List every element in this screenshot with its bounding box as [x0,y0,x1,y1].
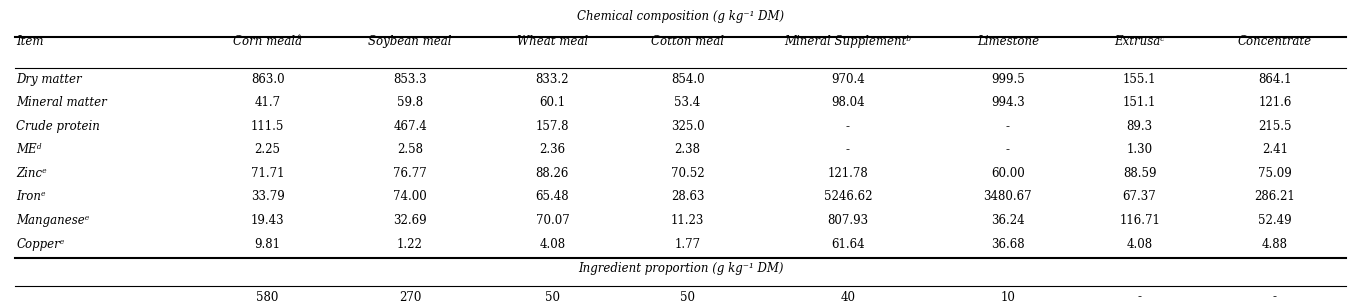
Text: Dry matter: Dry matter [16,73,82,86]
Text: 155.1: 155.1 [1123,73,1157,86]
Text: 50: 50 [544,291,559,304]
Text: 60.00: 60.00 [991,167,1025,180]
Text: 40: 40 [840,291,855,304]
Text: 863.0: 863.0 [250,73,284,86]
Text: 52.49: 52.49 [1258,214,1292,227]
Text: 151.1: 151.1 [1123,96,1157,109]
Text: -: - [1138,291,1142,304]
Text: 4.88: 4.88 [1262,237,1288,251]
Text: Zincᵉ: Zincᵉ [16,167,46,180]
Text: -: - [1273,291,1277,304]
Text: Concentrate: Concentrate [1237,35,1312,48]
Text: 2.41: 2.41 [1262,143,1288,156]
Text: 4.08: 4.08 [539,237,565,251]
Text: 1.22: 1.22 [397,237,423,251]
Text: 286.21: 286.21 [1255,190,1296,203]
Text: Ingredient proportion (g kg⁻¹ DM): Ingredient proportion (g kg⁻¹ DM) [578,262,783,275]
Text: 98.04: 98.04 [832,96,864,109]
Text: Wheat meal: Wheat meal [517,35,588,48]
Text: 853.3: 853.3 [393,73,427,86]
Text: Ironᵉ: Ironᵉ [16,190,46,203]
Text: 19.43: 19.43 [250,214,284,227]
Text: 4.08: 4.08 [1127,237,1153,251]
Text: -: - [1006,120,1010,133]
Text: 970.4: 970.4 [832,73,864,86]
Text: 467.4: 467.4 [393,120,427,133]
Text: 28.63: 28.63 [671,190,705,203]
Text: 70.07: 70.07 [535,214,569,227]
Text: 833.2: 833.2 [536,73,569,86]
Text: Soybean meal: Soybean meal [369,35,452,48]
Text: 807.93: 807.93 [827,214,868,227]
Text: 2.38: 2.38 [675,143,701,156]
Text: Copperᵉ: Copperᵉ [16,237,64,251]
Text: 33.79: 33.79 [250,190,284,203]
Text: 994.3: 994.3 [991,96,1025,109]
Text: 32.69: 32.69 [393,214,427,227]
Text: 50: 50 [680,291,695,304]
Text: 864.1: 864.1 [1258,73,1292,86]
Text: -: - [845,143,849,156]
Text: 3480.67: 3480.67 [984,190,1032,203]
Text: 36.24: 36.24 [991,214,1025,227]
Text: -: - [1006,143,1010,156]
Text: 854.0: 854.0 [671,73,705,86]
Text: 59.8: 59.8 [397,96,423,109]
Text: 41.7: 41.7 [255,96,280,109]
Text: 270: 270 [399,291,421,304]
Text: 999.5: 999.5 [991,73,1025,86]
Text: 9.81: 9.81 [255,237,280,251]
Text: 88.26: 88.26 [536,167,569,180]
Text: 1.30: 1.30 [1127,143,1153,156]
Text: Chemical composition (g kg⁻¹ DM): Chemical composition (g kg⁻¹ DM) [577,9,784,23]
Text: 10: 10 [1000,291,1015,304]
Text: 2.36: 2.36 [539,143,565,156]
Text: 67.37: 67.37 [1123,190,1157,203]
Text: Mineral Supplementᵇ: Mineral Supplementᵇ [784,35,912,48]
Text: Mineral matter: Mineral matter [16,96,108,109]
Text: Crude protein: Crude protein [16,120,101,133]
Text: 5246.62: 5246.62 [823,190,872,203]
Text: 1.77: 1.77 [675,237,701,251]
Text: 75.09: 75.09 [1258,167,1292,180]
Text: 2.58: 2.58 [397,143,423,156]
Text: 2.25: 2.25 [255,143,280,156]
Text: 157.8: 157.8 [536,120,569,133]
Text: 71.71: 71.71 [250,167,284,180]
Text: 74.00: 74.00 [393,190,427,203]
Text: 76.77: 76.77 [393,167,427,180]
Text: 121.6: 121.6 [1258,96,1292,109]
Text: 215.5: 215.5 [1258,120,1292,133]
Text: 88.59: 88.59 [1123,167,1157,180]
Text: 580: 580 [256,291,279,304]
Text: MEᵈ: MEᵈ [16,143,42,156]
Text: 11.23: 11.23 [671,214,704,227]
Text: 89.3: 89.3 [1127,120,1153,133]
Text: 116.71: 116.71 [1119,214,1160,227]
Text: Corn mealâ: Corn mealâ [233,35,302,48]
Text: Item: Item [16,35,44,48]
Text: 121.78: 121.78 [827,167,868,180]
Text: -: - [845,120,849,133]
Text: 70.52: 70.52 [671,167,705,180]
Text: Extrusaᶜ: Extrusaᶜ [1115,35,1165,48]
Text: Manganeseᵉ: Manganeseᵉ [16,214,90,227]
Text: 65.48: 65.48 [536,190,569,203]
Text: 60.1: 60.1 [539,96,565,109]
Text: 53.4: 53.4 [675,96,701,109]
Text: 36.68: 36.68 [991,237,1025,251]
Text: 61.64: 61.64 [832,237,864,251]
Text: Limestone: Limestone [977,35,1038,48]
Text: 325.0: 325.0 [671,120,705,133]
Text: Cotton meal: Cotton meal [651,35,724,48]
Text: 111.5: 111.5 [250,120,284,133]
